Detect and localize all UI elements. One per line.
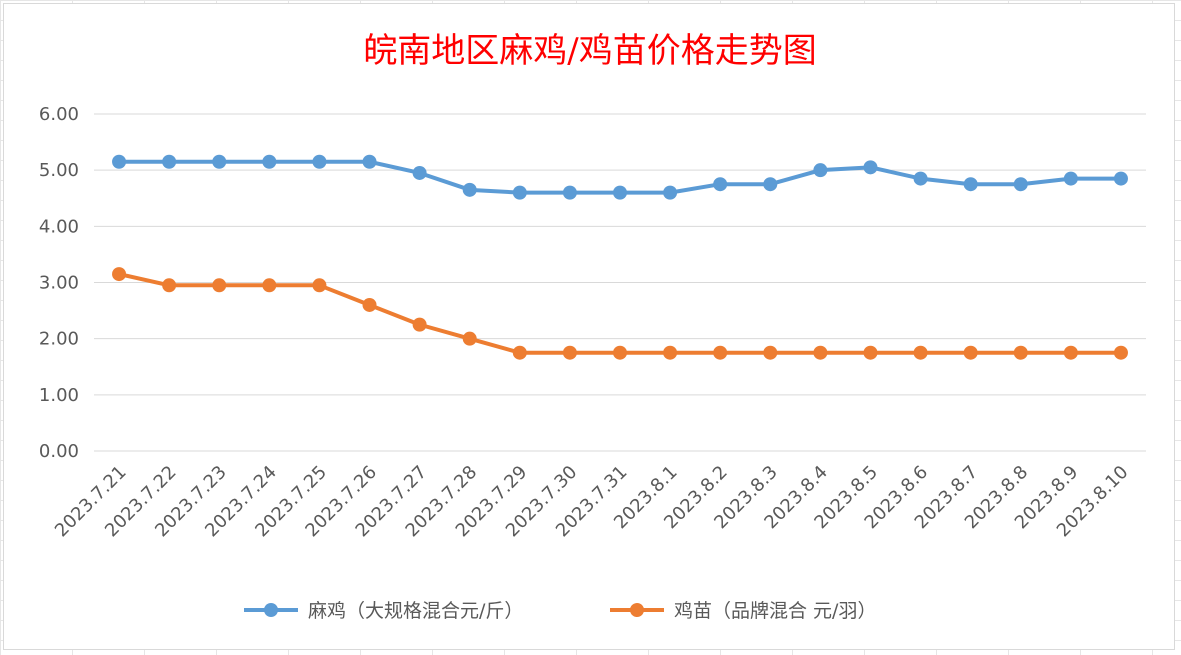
data-point: [713, 177, 728, 192]
data-point: [412, 165, 427, 180]
data-point: [663, 185, 678, 200]
data-point: [412, 317, 427, 332]
y-tick-label: 6.00: [39, 104, 79, 125]
series-layer: [112, 154, 1128, 360]
legend-item: 鸡苗（品牌混合 元/羽）: [610, 600, 876, 622]
data-point: [913, 171, 928, 186]
chart-title: 皖南地区麻鸡/鸡苗价格走势图: [363, 31, 816, 71]
data-point: [813, 345, 828, 360]
data-point: [312, 278, 327, 293]
data-point: [362, 154, 377, 169]
data-point: [312, 154, 327, 169]
data-point: [462, 331, 477, 346]
data-point: [162, 154, 177, 169]
legend-label: 鸡苗（品牌混合 元/羽）: [674, 600, 876, 622]
y-tick-label: 0.00: [39, 441, 79, 462]
data-point: [512, 345, 527, 360]
legend-point-marker: [630, 603, 644, 617]
data-point: [663, 345, 678, 360]
data-point: [262, 154, 277, 169]
data-point: [562, 185, 577, 200]
data-point: [763, 177, 778, 192]
data-point: [262, 278, 277, 293]
chart-area[interactable]: 皖南地区麻鸡/鸡苗价格走势图 0.00 1.00 2.00 3.00 4.00 5.00 6…: [3, 3, 1175, 650]
data-point: [963, 177, 978, 192]
data-point: [162, 278, 177, 293]
data-point: [512, 185, 527, 200]
data-point: [763, 345, 778, 360]
data-point: [362, 297, 377, 312]
data-point: [613, 345, 627, 360]
data-point: [1113, 345, 1128, 360]
y-axis-tick-labels: 0.00 1.00 2.00 3.00 4.00 5.00 6.00: [39, 104, 79, 462]
data-point: [963, 345, 978, 360]
data-point: [913, 345, 928, 360]
data-point: [212, 154, 227, 169]
data-point: [713, 345, 728, 360]
legend-label: 麻鸡（大规格混合元/斤）: [308, 600, 523, 622]
y-tick-label: 4.00: [39, 216, 79, 237]
data-point: [1063, 345, 1078, 360]
y-tick-label: 1.00: [39, 385, 79, 406]
data-point: [462, 182, 477, 197]
data-point: [863, 345, 878, 360]
data-point: [1113, 171, 1128, 186]
y-tick-label: 5.00: [39, 160, 79, 181]
x-axis-tick-labels: 2023.7.212023.7.222023.7.232023.7.242023…: [51, 462, 1133, 542]
legend-item: 麻鸡（大规格混合元/斤）: [244, 600, 523, 622]
line-chart: 皖南地区麻鸡/鸡苗价格走势图 0.00 1.00 2.00 3.00 4.00 5.00 6…: [39, 31, 1146, 622]
data-point: [1063, 171, 1078, 186]
legend-point-marker: [264, 603, 278, 617]
data-point: [613, 185, 627, 200]
series-group: [112, 154, 1128, 200]
data-point: [1013, 177, 1028, 192]
data-point: [1013, 345, 1028, 360]
data-point: [112, 154, 127, 169]
gridlines: [94, 113, 1146, 452]
y-tick-label: 2.00: [39, 329, 79, 350]
legend: 麻鸡（大规格混合元/斤） 鸡苗（品牌混合 元/羽）: [244, 600, 876, 622]
data-point: [562, 345, 577, 360]
data-point: [112, 267, 127, 282]
data-point: [863, 160, 878, 175]
data-point: [212, 278, 227, 293]
series-group: [112, 267, 1128, 360]
y-tick-label: 3.00: [39, 273, 79, 294]
data-point: [813, 163, 828, 178]
